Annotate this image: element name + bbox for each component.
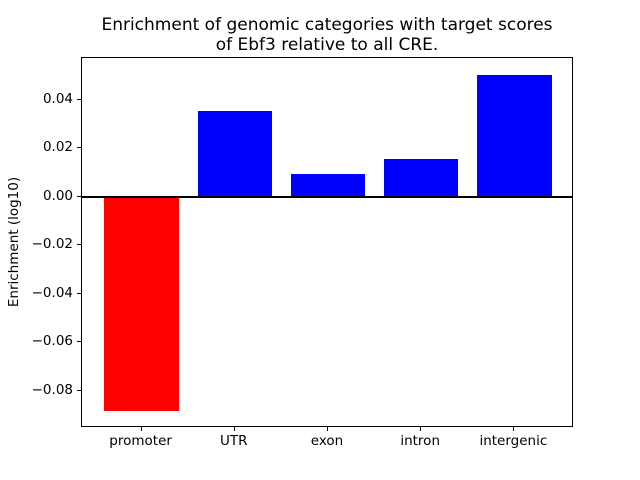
plot-area [81,57,573,427]
bar-exon [290,173,366,197]
zero-line [82,195,572,198]
y-tick-label: 0.02 [42,139,73,156]
x-tick-mark [327,427,328,431]
bar-intron [383,159,459,197]
bar-promoter [104,196,179,412]
x-tick-mark [513,427,515,431]
x-tick-mark [233,427,235,431]
x-tick-mark [140,427,142,431]
bars-container [82,58,572,426]
x-tick-label-UTR: UTR [220,433,248,449]
y-tick-label: −0.08 [31,381,73,398]
y-tick-label: 0.04 [42,90,73,107]
bar-intergenic [477,74,552,197]
x-tick-label-exon: exon [310,433,344,449]
y-tick-label: −0.06 [31,333,73,350]
y-axis-label: Enrichment (log10) [6,176,22,308]
x-tick-label-promoter: promoter [109,433,172,449]
x-tick-label-intergenic: intergenic [479,433,548,449]
chart-title: Enrichment of genomic categories with ta… [101,15,553,56]
x-tick-label-intron: intron [400,433,440,449]
x-tick-mark [420,427,422,431]
bar-UTR [197,110,273,197]
